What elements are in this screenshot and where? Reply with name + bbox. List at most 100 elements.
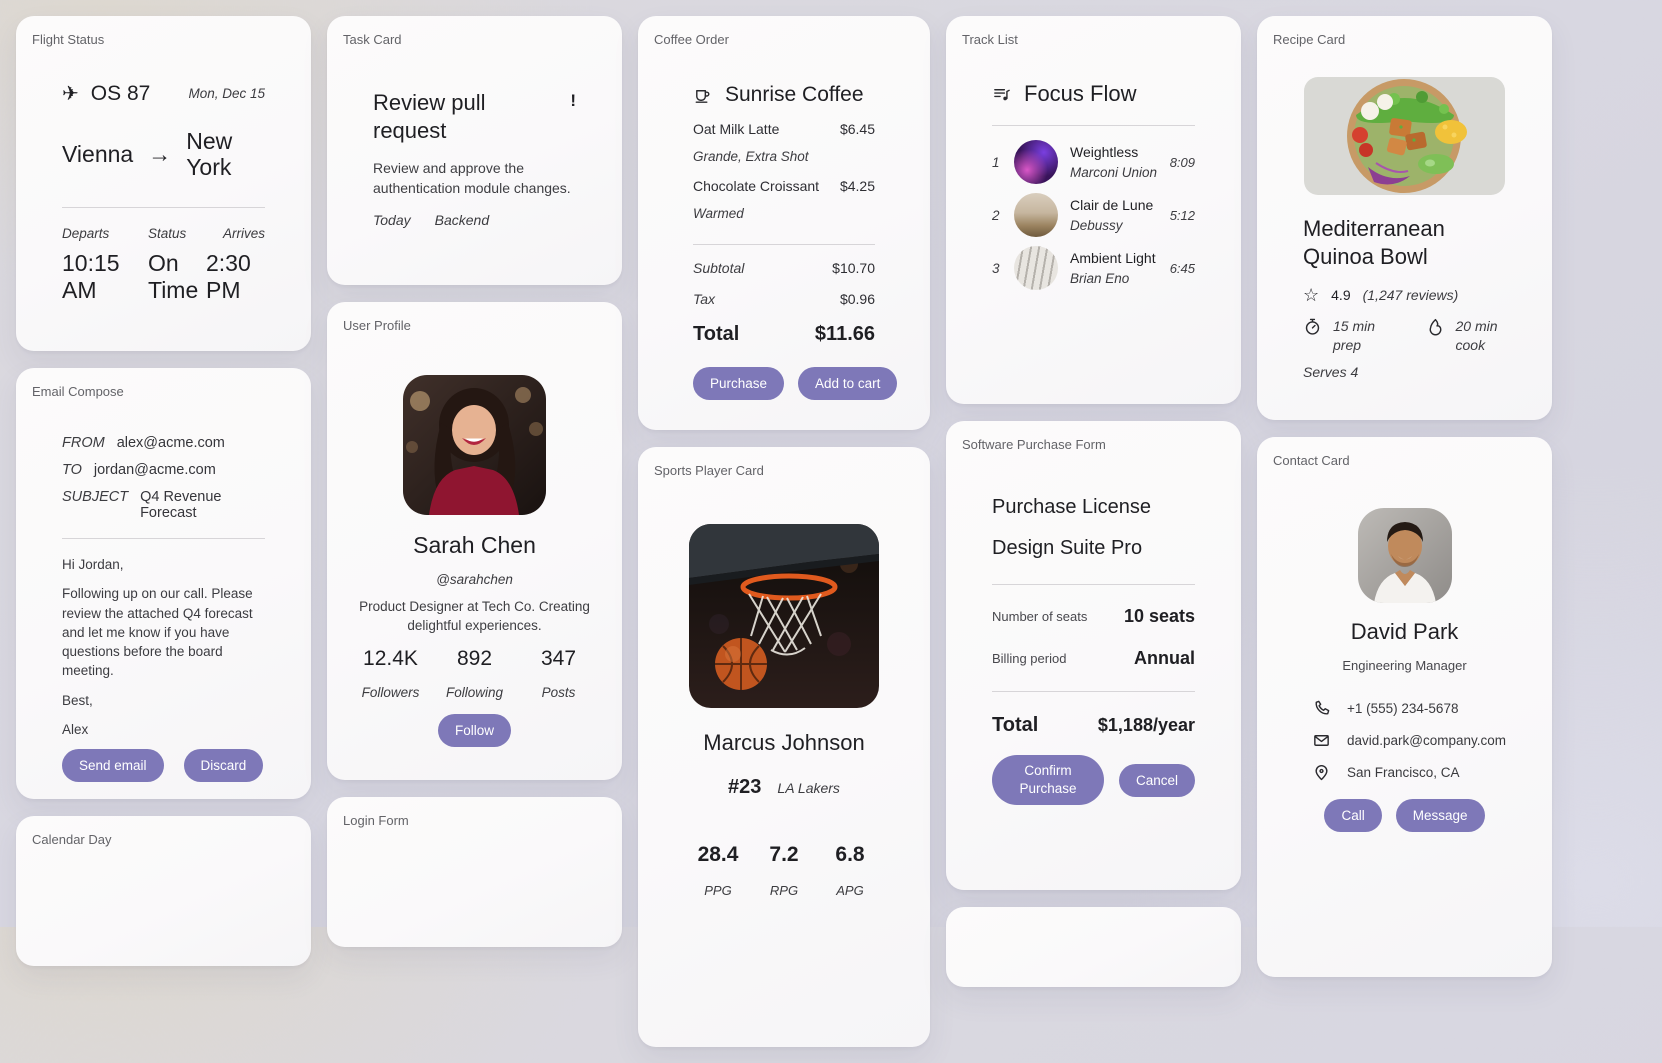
arrives-time: 2:30 PM	[206, 249, 251, 304]
column-4: Track List Focus Flow 1 Weightless	[946, 16, 1241, 1047]
contact-photo	[1357, 508, 1452, 603]
stat-followers: 12.4K Followers	[357, 647, 425, 700]
calendar-day-card: Calendar Day	[16, 816, 311, 966]
divider	[992, 125, 1195, 126]
basketball-hoop-image	[689, 524, 879, 708]
arrives-label: Arrives	[222, 225, 265, 241]
divider	[992, 691, 1195, 692]
add-to-cart-button[interactable]: Add to cart	[798, 367, 898, 400]
subtotal-value: $10.70	[832, 260, 875, 276]
status-value: On Time	[148, 249, 199, 304]
stat-value: 28.4	[697, 843, 739, 866]
track-artist: Debussy	[1070, 217, 1123, 233]
seats-value: 10 seats	[1123, 606, 1195, 626]
call-button[interactable]: Call	[1324, 799, 1382, 832]
tax-label: Tax	[693, 291, 716, 307]
subject-label: SUBJECT	[62, 489, 129, 505]
recipe-card: Recipe Card	[1257, 16, 1552, 420]
sarah-portrait-image	[403, 375, 546, 515]
product-name: Design Suite Pro	[992, 537, 1143, 559]
contact-location: San Francisco, CA	[1347, 765, 1460, 780]
software-purchase-card: Software Purchase Form Purchase License …	[946, 421, 1241, 890]
contact-email: david.park@company.com	[1347, 733, 1507, 748]
subject-field: SUBJECT Q4 Revenue Forecast	[62, 489, 265, 521]
album-art	[1014, 140, 1058, 184]
track-title: Ambient Light	[1070, 249, 1156, 266]
item-name: Chocolate Croissant	[693, 178, 820, 194]
track-artist: Marconi Union	[1070, 164, 1158, 180]
to-value: jordan@acme.com	[93, 462, 216, 478]
divider	[62, 206, 265, 208]
basketball-photo	[689, 524, 879, 708]
profile-bio: Product Designer at Tech Co. Creating de…	[359, 599, 590, 634]
album-art	[1014, 193, 1058, 237]
email-signature: Alex	[62, 722, 89, 738]
subject-value: Q4 Revenue Forecast	[140, 489, 222, 521]
purchase-title: Purchase License	[992, 496, 1151, 518]
timer-icon	[1305, 318, 1320, 335]
track-row[interactable]: 2 Clair de Lune Debussy 5:12	[992, 193, 1195, 237]
divider	[992, 584, 1195, 585]
total-label: Total	[992, 714, 1039, 736]
stat-apg: 6.8 APG	[827, 843, 873, 898]
card-label: Recipe Card	[1273, 32, 1346, 47]
destination-city: New York	[186, 128, 233, 181]
flight-date: Mon, Dec 15	[188, 86, 265, 101]
message-button[interactable]: Message	[1395, 799, 1485, 832]
team-name: LA Lakers	[777, 780, 840, 796]
flight-number: OS 87	[90, 81, 151, 105]
departs-time: 10:15 AM	[62, 249, 120, 304]
track-duration: 5:12	[1169, 207, 1195, 223]
track-row[interactable]: 1 Weightless Marconi Union 8:09	[992, 140, 1195, 184]
recipe-photo	[1304, 77, 1505, 195]
recipe-title: Mediterranean Quinoa Bowl	[1303, 216, 1445, 269]
track-number: 2	[992, 207, 1000, 223]
cook-time: 20 min cook	[1455, 317, 1498, 353]
review-count: (1,247 reviews)	[1362, 286, 1459, 303]
discard-button[interactable]: Discard	[183, 749, 264, 783]
item-note: Warmed	[693, 206, 744, 221]
purchase-button[interactable]: Purchase	[693, 367, 785, 400]
total-value: $11.66	[814, 323, 875, 345]
location-pin-icon	[1315, 764, 1328, 781]
star-icon: ☆	[1303, 284, 1320, 305]
stat-label: RPG	[769, 883, 799, 898]
column-1: Flight Status ✈ OS 87 Mon, Dec 15 Vienna…	[16, 16, 311, 1047]
card-label: Task Card	[343, 32, 402, 47]
task-title: Review pull request	[373, 90, 486, 143]
item-name: Oat Milk Latte	[693, 121, 780, 137]
phone-icon	[1315, 700, 1330, 715]
from-field: FROM alex@acme.com	[62, 435, 265, 451]
stat-value: 347	[540, 647, 577, 671]
card-label: Flight Status	[32, 32, 105, 47]
follow-button[interactable]: Follow	[437, 714, 511, 748]
billing-value: Annual	[1134, 648, 1195, 668]
sports-player-card: Sports Player Card	[638, 447, 930, 1047]
card-label: Calendar Day	[32, 832, 112, 847]
stat-value: 892	[456, 647, 493, 671]
flight-status-card: Flight Status ✈ OS 87 Mon, Dec 15 Vienna…	[16, 16, 311, 351]
from-label: FROM	[62, 435, 105, 451]
card-label: Coffee Order	[654, 32, 729, 47]
stat-label: PPG	[704, 883, 732, 898]
stat-label: Following	[445, 685, 504, 701]
profile-handle: @sarahchen	[436, 572, 513, 587]
send-email-button[interactable]: Send email	[62, 749, 164, 783]
prep-time: 15 min prep	[1333, 317, 1376, 353]
profile-photo	[403, 375, 546, 515]
task-tag: Backend	[434, 211, 490, 228]
subtotal-label: Subtotal	[693, 260, 745, 276]
cancel-button[interactable]: Cancel	[1118, 763, 1195, 797]
track-row[interactable]: 3 Ambient Light Brian Eno 6:45	[992, 246, 1195, 290]
order-item: Chocolate Croissant $4.25	[693, 178, 875, 194]
confirm-purchase-button[interactable]: Confirm Purchase	[992, 755, 1104, 805]
card-label: Email Compose	[32, 384, 124, 399]
total-value: $1,188/year	[1097, 715, 1195, 735]
column-5: Recipe Card	[1257, 16, 1552, 1047]
email-greeting: Hi Jordan,	[62, 557, 124, 572]
card-label: Login Form	[343, 813, 409, 828]
mail-icon	[1314, 735, 1329, 746]
contact-name: David Park	[1350, 619, 1459, 644]
item-note: Grande, Extra Shot	[693, 149, 809, 164]
